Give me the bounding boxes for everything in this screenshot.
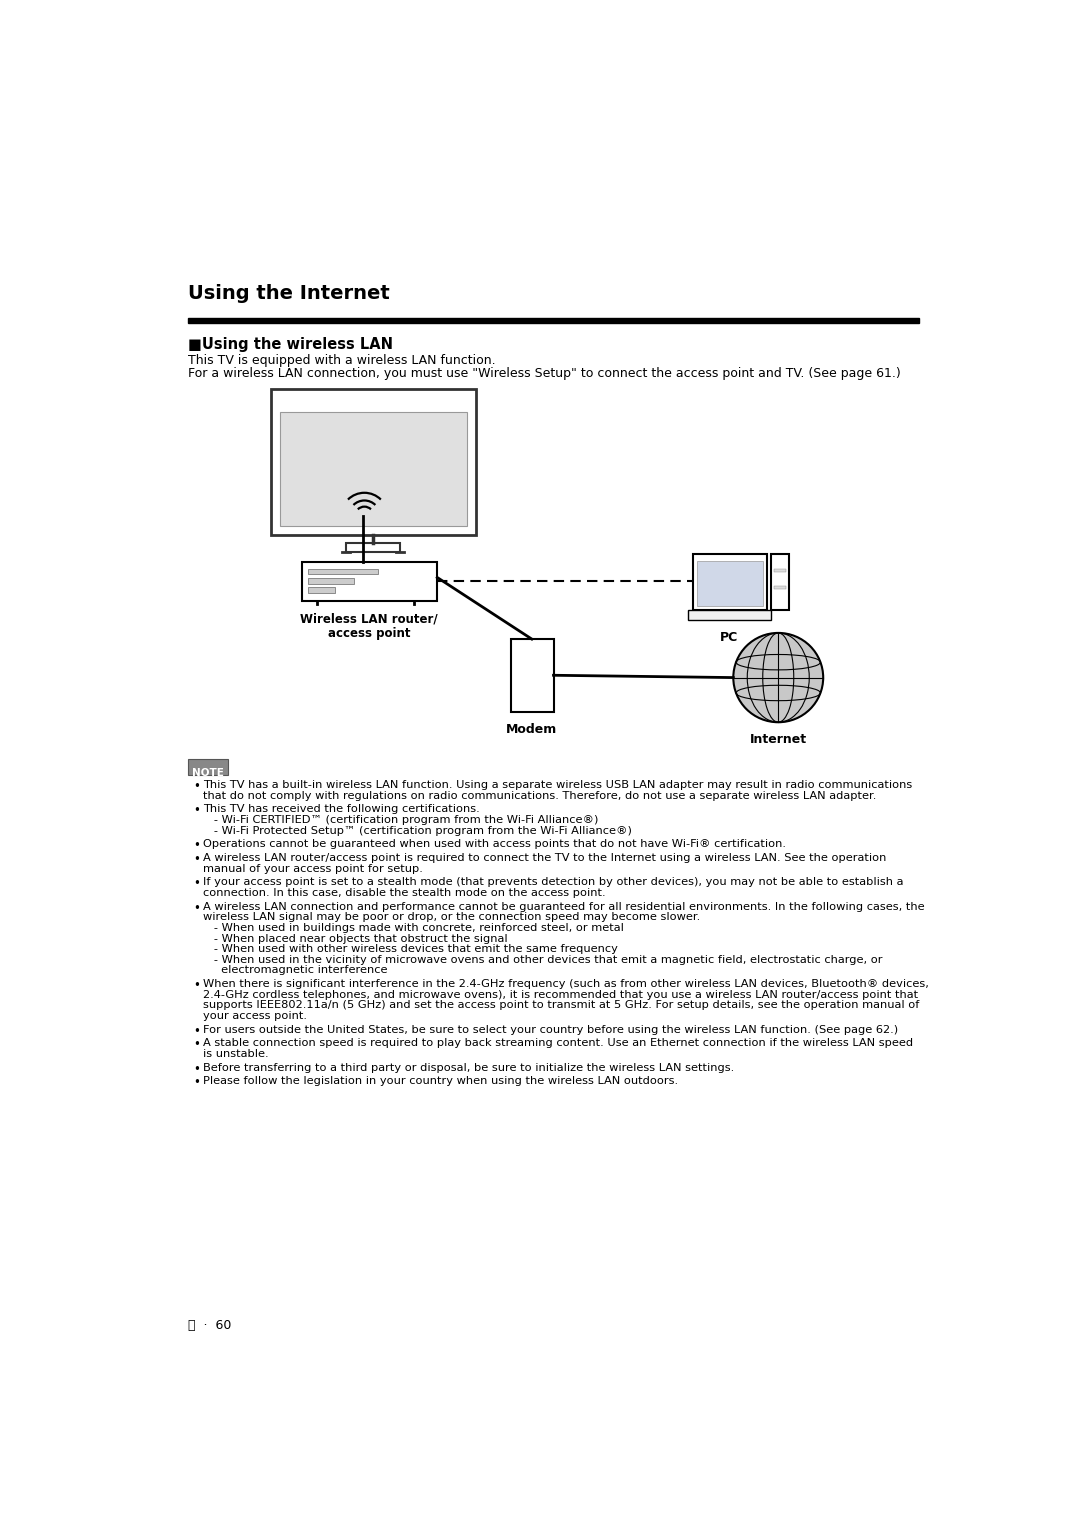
Text: A wireless LAN router/access point is required to connect the TV to the Internet: A wireless LAN router/access point is re… [203, 854, 887, 863]
Text: •: • [193, 854, 200, 866]
Text: For users outside the United States, be sure to select your country before using: For users outside the United States, be … [203, 1025, 899, 1035]
Text: Modem: Modem [507, 722, 557, 736]
Bar [773, 586, 786, 589]
Bar [773, 570, 786, 573]
Bar [346, 542, 400, 553]
Text: A wireless LAN connection and performance cannot be guaranteed for all residenti: A wireless LAN connection and performanc… [203, 901, 924, 912]
Text: Wireless LAN router/
access point: Wireless LAN router/ access point [300, 612, 437, 640]
Text: Before transferring to a third party or disposal, be sure to initialize the wire: Before transferring to a third party or … [203, 1063, 734, 1073]
Bar [697, 562, 762, 606]
Text: - When placed near objects that obstruct the signal: - When placed near objects that obstruct… [203, 933, 508, 944]
Bar [308, 588, 335, 592]
Text: 2.4-GHz cordless telephones, and microwave ovens), it is recommended that you us: 2.4-GHz cordless telephones, and microwa… [203, 989, 918, 1000]
Text: is unstable.: is unstable. [203, 1049, 269, 1060]
Text: - When used in buildings made with concrete, reinforced steel, or metal: - When used in buildings made with concr… [203, 922, 624, 933]
Bar [770, 554, 789, 609]
Bar [301, 562, 437, 600]
Text: For a wireless LAN connection, you must use "Wireless Setup" to connect the acce: For a wireless LAN connection, you must … [188, 366, 901, 380]
Bar [188, 318, 919, 324]
Text: If your access point is set to a stealth mode (that prevents detection by other : If your access point is set to a stealth… [203, 878, 904, 887]
Bar [693, 554, 767, 609]
Text: manual of your access point for setup.: manual of your access point for setup. [203, 864, 423, 873]
Text: Using the Internet: Using the Internet [188, 284, 390, 302]
Text: - Wi-Fi Protected Setup™ (certification program from the Wi-Fi Alliance®): - Wi-Fi Protected Setup™ (certification … [203, 826, 632, 835]
Text: This TV is equipped with a wireless LAN function.: This TV is equipped with a wireless LAN … [188, 354, 496, 366]
Text: •: • [193, 979, 200, 993]
Text: - When used in the vicinity of microwave ovens and other devices that emit a mag: - When used in the vicinity of microwave… [203, 954, 882, 965]
Text: •: • [193, 878, 200, 890]
Text: your access point.: your access point. [203, 1011, 307, 1022]
Text: A stable connection speed is required to play back streaming content. Use an Eth: A stable connection speed is required to… [203, 1038, 914, 1049]
Text: electromagnetic interference: electromagnetic interference [203, 965, 388, 976]
Circle shape [733, 632, 823, 722]
Text: supports IEEE802.11a/n (5 GHz) and set the access point to transmit at 5 GHz. Fo: supports IEEE802.11a/n (5 GHz) and set t… [203, 1000, 919, 1011]
Text: This TV has a built-in wireless LAN function. Using a separate wireless USB LAN : This TV has a built-in wireless LAN func… [203, 780, 913, 789]
Text: •: • [193, 1038, 200, 1052]
Text: •: • [193, 1063, 200, 1075]
Bar [688, 609, 771, 620]
Text: •: • [193, 805, 200, 817]
Text: Operations cannot be guaranteed when used with access points that do not have Wi: Operations cannot be guaranteed when use… [203, 840, 786, 849]
Text: ⓔ  ·  60: ⓔ · 60 [188, 1319, 231, 1332]
Text: wireless LAN signal may be poor or drop, or the connection speed may become slow: wireless LAN signal may be poor or drop,… [203, 912, 701, 922]
Text: •: • [193, 840, 200, 852]
Text: •: • [193, 901, 200, 915]
Text: •: • [193, 1025, 200, 1038]
Text: that do not comply with regulations on radio communications. Therefore, do not u: that do not comply with regulations on r… [203, 791, 877, 800]
Text: Internet: Internet [750, 733, 807, 747]
Bar [308, 579, 354, 583]
Text: Please follow the legislation in your country when using the wireless LAN outdoo: Please follow the legislation in your co… [203, 1077, 678, 1086]
Text: •: • [193, 780, 200, 793]
Text: NOTE: NOTE [192, 768, 224, 779]
Bar [511, 640, 554, 712]
Bar [271, 389, 476, 534]
Text: ■Using the wireless LAN: ■Using the wireless LAN [188, 337, 393, 353]
Text: This TV has received the following certifications.: This TV has received the following certi… [203, 805, 480, 814]
Bar [308, 570, 378, 574]
Text: PC: PC [720, 631, 739, 643]
Text: - When used with other wireless devices that emit the same frequency: - When used with other wireless devices … [203, 944, 618, 954]
Text: •: • [193, 1077, 200, 1089]
Text: - Wi-Fi CERTIFIED™ (certification program from the Wi-Fi Alliance®): - Wi-Fi CERTIFIED™ (certification progra… [203, 815, 598, 825]
Bar [188, 759, 228, 774]
Text: connection. In this case, disable the stealth mode on the access point.: connection. In this case, disable the st… [203, 887, 606, 898]
Text: When there is significant interference in the 2.4-GHz frequency (such as from ot: When there is significant interference i… [203, 979, 929, 989]
Bar [280, 412, 467, 525]
